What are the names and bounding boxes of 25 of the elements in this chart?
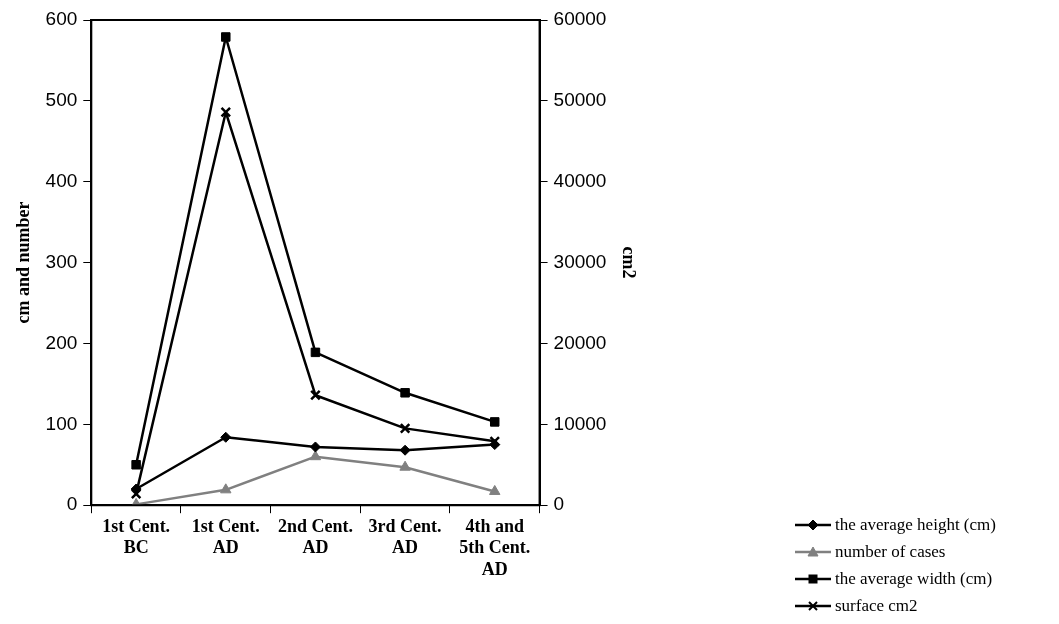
legend-label: number of cases [835,541,946,562]
y2-tick-label: 20000 [553,331,607,353]
y-axis-title: cm and number [13,201,34,324]
y-tick-label: 100 [45,412,78,434]
y2-tick-label: 50000 [553,89,607,111]
legend-label: the average width (cm) [835,568,993,589]
y-tick-label: 400 [45,169,78,191]
legend-label: the average height (cm) [835,514,996,535]
y-tick-label: 200 [45,331,78,353]
y2-tick-label: 0 [553,493,565,515]
y2-axis-title: cm2 [618,246,639,279]
y-tick-label: 0 [66,493,78,515]
y2-tick-label: 40000 [553,169,607,191]
x-tick-label: 1st Cent. AD [191,515,260,558]
x-tick-label: 2nd Cent. AD [277,515,353,558]
y-tick-label: 500 [45,89,78,111]
x-tick-label: 4th and 5th Cent. AD [459,515,531,579]
legend-label: surface cm2 [835,595,918,616]
y-tick-label: 600 [45,8,78,30]
y-tick-label: 300 [45,250,78,272]
x-tick-label: 3rd Cent. AD [368,515,442,558]
x-tick-label: 1st Cent. BC [102,515,171,558]
y2-tick-label: 10000 [553,412,607,434]
y2-tick-label: 30000 [553,250,607,272]
y2-tick-label: 60000 [553,8,607,30]
